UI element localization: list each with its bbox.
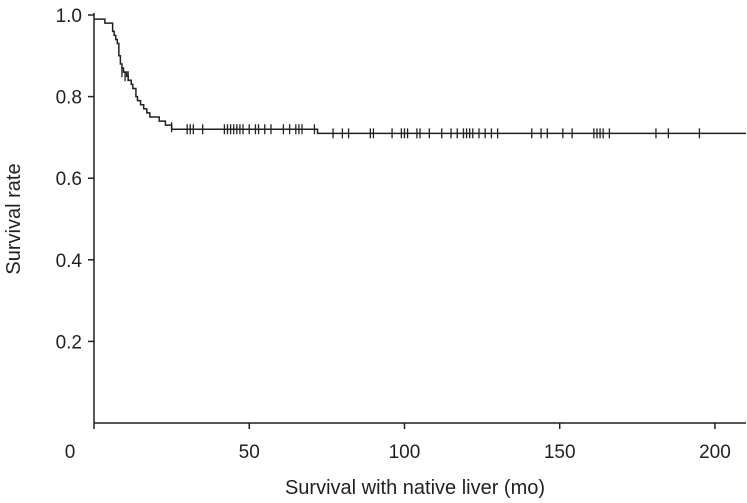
y-tick-label: 0.8 (56, 88, 82, 109)
x-tick-label: 100 (389, 442, 421, 463)
y-ticks: 0.2 0.4 0.6 0.8 1.0 (56, 6, 94, 353)
y-tick-label: 0.4 (56, 251, 83, 272)
axes: 0.2 0.4 0.6 0.8 1.0 0 50 100 150 200 (56, 6, 746, 463)
x-ticks: 0 50 100 150 200 (65, 423, 731, 463)
x-tick-label: 200 (699, 442, 731, 463)
x-tick-label: 150 (544, 442, 576, 463)
y-axis-title: Survival rate (3, 163, 25, 274)
y-tick-label: 0.2 (56, 332, 82, 353)
x-axis-title: Survival with native liver (mo) (285, 477, 545, 499)
survival-curve (94, 18, 746, 135)
censor-marks (121, 67, 701, 139)
y-tick-label: 0.6 (56, 169, 82, 190)
x-tick-label: 0 (65, 442, 76, 463)
x-tick-label: 50 (239, 442, 260, 463)
y-tick-label: 1.0 (56, 6, 82, 27)
